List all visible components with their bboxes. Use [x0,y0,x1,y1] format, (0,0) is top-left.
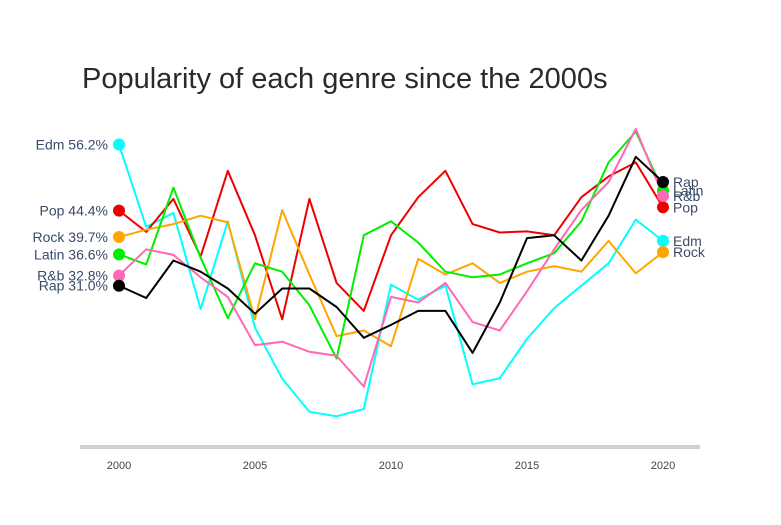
end-marker-r-b [657,190,669,203]
start-label-rap: Rap 31.0% [39,278,108,294]
chart-title: Popularity of each genre since the 2000s [82,63,608,95]
end-label-r-b: R&b [673,188,700,204]
x-tick-label-2020: 2020 [651,460,675,472]
series-markers [113,138,669,292]
end-marker-rock [657,246,669,259]
end-label-pop: Pop [673,199,698,215]
start-marker-rap [113,279,125,292]
series-line-rap [118,155,664,354]
x-tick-label-2015: 2015 [515,460,539,472]
start-label-rock: Rock 39.7% [33,229,108,245]
start-label-edm: Edm 56.2% [36,137,108,153]
x-axis-ticks: 2000 2005 2010 2015 2020 [107,460,675,472]
start-label-pop: Pop 44.4% [40,203,109,219]
x-tick-label-2000: 2000 [107,460,131,472]
series-line-rock [118,209,664,348]
end-label-edm: Edm [673,233,702,249]
start-marker-pop [113,204,125,217]
start-label-latin: Latin 36.6% [34,246,108,262]
end-label-rap: Rap [673,174,699,190]
series-lines [118,127,664,418]
start-label-r-b: R&b 32.8% [37,268,108,284]
start-marker-edm [113,138,125,151]
start-marker-latin [113,248,125,261]
x-tick-label-2010: 2010 [379,460,403,472]
series-line-pop [118,161,664,321]
end-marker-pop [657,201,669,214]
end-marker-edm [657,234,669,247]
end-label-latin: Latin [673,182,703,198]
start-marker-r-b [113,269,125,282]
series-line-r-b [118,127,664,388]
end-label-rock: Rock [673,244,706,260]
series-line-edm [118,144,664,418]
end-marker-rap [657,176,669,189]
start-labels: Edm 56.2% Pop 44.4% Rock 39.7%Latin 36.6% R… [33,137,108,294]
start-marker-rock [113,230,125,243]
x-tick-label-2005: 2005 [243,460,267,472]
x-axis-line [80,445,700,449]
